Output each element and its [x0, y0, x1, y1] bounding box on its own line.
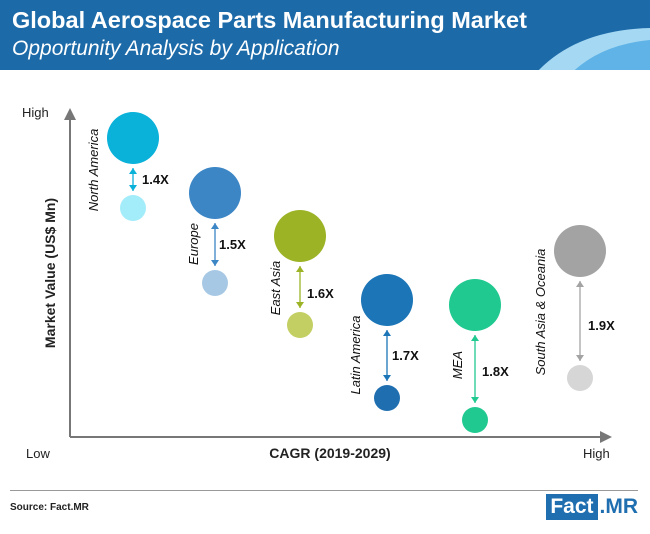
header-banner: Global Aerospace Parts Manufacturing Mar…	[0, 0, 650, 70]
footer-divider	[10, 490, 638, 491]
bubble-large-east-asia	[274, 210, 326, 262]
multiplier-label-europe: 1.5X	[219, 237, 246, 252]
arrow-head-down-europe	[211, 260, 219, 266]
bubble-large-north-america	[107, 112, 159, 164]
arrow-head-down-latin-america	[383, 375, 391, 381]
multiplier-label-south-asia-oceania: 1.9X	[588, 318, 615, 333]
bubble-small-europe	[202, 270, 228, 296]
bubble-small-south-asia-oceania	[567, 365, 593, 391]
x-axis-arrow	[600, 431, 612, 443]
x-axis-low-label: Low	[26, 446, 50, 461]
logo-mr-text: .MR	[597, 494, 640, 520]
page-subtitle: Opportunity Analysis by Application	[12, 37, 340, 60]
arrow-head-up-mea	[471, 335, 479, 341]
y-axis-high-label: High	[22, 105, 49, 120]
multiplier-label-latin-america: 1.7X	[392, 348, 419, 363]
multiplier-label-mea: 1.8X	[482, 364, 509, 379]
multiplier-label-east-asia: 1.6X	[307, 286, 334, 301]
y-axis-title: Market Value (US$ Mn)	[42, 198, 58, 348]
region-label-mea: MEA	[450, 351, 465, 379]
x-axis-high-label: High	[583, 446, 610, 461]
arrow-head-down-north-america	[129, 185, 137, 191]
factmr-logo: Fact .MR	[546, 494, 640, 520]
region-label-south-asia-oceania: South Asia & Oceania	[533, 249, 548, 376]
decorative-wave-graphic	[538, 28, 650, 70]
bubble-large-mea	[449, 279, 501, 331]
multiplier-label-north-america: 1.4X	[142, 172, 169, 187]
arrow-head-up-east-asia	[296, 266, 304, 272]
bubble-small-east-asia	[287, 312, 313, 338]
arrow-head-up-latin-america	[383, 330, 391, 336]
arrow-head-down-east-asia	[296, 302, 304, 308]
region-label-europe: Europe	[186, 223, 201, 265]
x-axis-title: CAGR (2019-2029)	[269, 445, 390, 461]
bubble-large-latin-america	[361, 274, 413, 326]
bubble-small-north-america	[120, 195, 146, 221]
bubble-small-latin-america	[374, 385, 400, 411]
arrow-head-up-south-asia-oceania	[576, 281, 584, 287]
arrow-head-up-europe	[211, 223, 219, 229]
arrow-head-up-north-america	[129, 168, 137, 174]
bubble-small-mea	[462, 407, 488, 433]
bubble-large-europe	[189, 167, 241, 219]
page-title: Global Aerospace Parts Manufacturing Mar…	[12, 7, 527, 33]
arrow-head-down-south-asia-oceania	[576, 355, 584, 361]
bubble-large-south-asia-oceania	[554, 225, 606, 277]
region-label-latin-america: Latin America	[348, 316, 363, 395]
region-label-east-asia: East Asia	[268, 261, 283, 315]
y-axis-arrow	[64, 108, 76, 120]
region-label-north-america: North America	[86, 129, 101, 212]
source-note: Source: Fact.MR	[10, 502, 89, 513]
logo-fact-text: Fact	[546, 494, 598, 520]
arrow-head-down-mea	[471, 397, 479, 403]
